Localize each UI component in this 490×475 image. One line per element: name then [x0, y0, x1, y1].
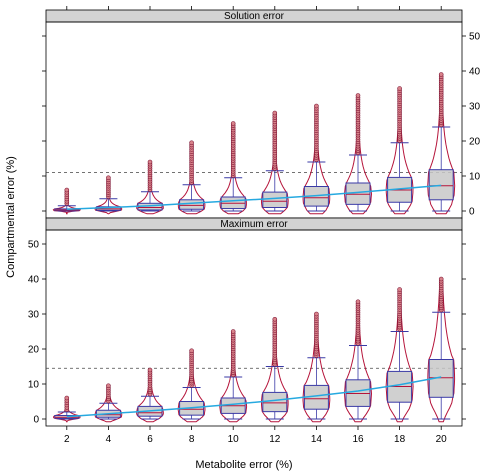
box: [262, 191, 288, 209]
box: [220, 196, 246, 210]
outlier-point: [189, 140, 194, 146]
outlier-point: [147, 159, 153, 165]
box: [428, 169, 454, 201]
panel-solution-error: Solution error 0 10 20 30 40 50: [42, 6, 481, 219]
outlier-point: [314, 103, 319, 109]
outlier-point: [272, 316, 278, 322]
outlier-point: [64, 395, 70, 401]
outlier-point: [147, 367, 153, 373]
outlier-point: [397, 287, 402, 292]
box: [262, 391, 288, 413]
x-tick-label: 6: [147, 434, 153, 445]
y-tick-label: 30: [28, 310, 40, 321]
x-axis-title: Metabolite error (%): [195, 459, 292, 471]
outlier-point: [438, 276, 444, 282]
y-tick-label: 0: [469, 207, 475, 218]
x-tick-label: 2: [64, 434, 70, 445]
y-tick-label: 10: [28, 380, 40, 391]
x-tick-label: 18: [394, 434, 406, 445]
y-axis-title: Compartmental error (%): [5, 156, 17, 278]
y-tick-label: 0: [33, 415, 39, 426]
x-tick-label: 12: [269, 434, 281, 445]
outlier-point: [230, 329, 236, 334]
y-tick-label: 20: [469, 137, 481, 148]
x-tick-label: 10: [228, 434, 240, 445]
panel-title: Solution error: [224, 11, 285, 22]
panels-group: Solution error 0 10 20 30 40 50 Maximum error 0 1…: [28, 6, 481, 445]
outlier-point: [397, 86, 402, 91]
outlier-point: [355, 299, 361, 305]
x-tick-label: 8: [189, 434, 195, 445]
y-tick-label: 10: [469, 172, 481, 183]
panel-frame: [45, 229, 463, 427]
outlier-point: [64, 187, 70, 193]
trend-line: [66, 184, 442, 211]
x-tick-label: 4: [106, 434, 112, 445]
trend-line: [66, 376, 442, 418]
y-tick-label: 50: [469, 32, 481, 43]
y-tick-label: 30: [469, 102, 481, 113]
outlier-point: [106, 383, 111, 389]
panel-title: Maximum error: [220, 219, 288, 230]
outlier-point: [230, 121, 236, 126]
x-tick-label: 16: [352, 434, 364, 445]
outlier-point: [355, 93, 361, 98]
y-tick-label: 20: [28, 345, 40, 356]
y-tick-label: 40: [28, 275, 40, 286]
outlier-point: [272, 110, 278, 116]
outlier-point: [314, 311, 319, 317]
x-tick-label: 14: [311, 434, 323, 445]
y-tick-label: 50: [28, 240, 40, 251]
outlier-point: [438, 72, 444, 77]
outlier-point: [106, 175, 111, 181]
y-tick-label: 40: [469, 67, 481, 78]
panel-maximum-error: Maximum error 0 10 20 30 40 50 2 4 6 8 10 12 14 16 18 20: [28, 217, 466, 445]
outlier-point: [189, 348, 194, 354]
x-tick-label: 20: [436, 434, 448, 445]
